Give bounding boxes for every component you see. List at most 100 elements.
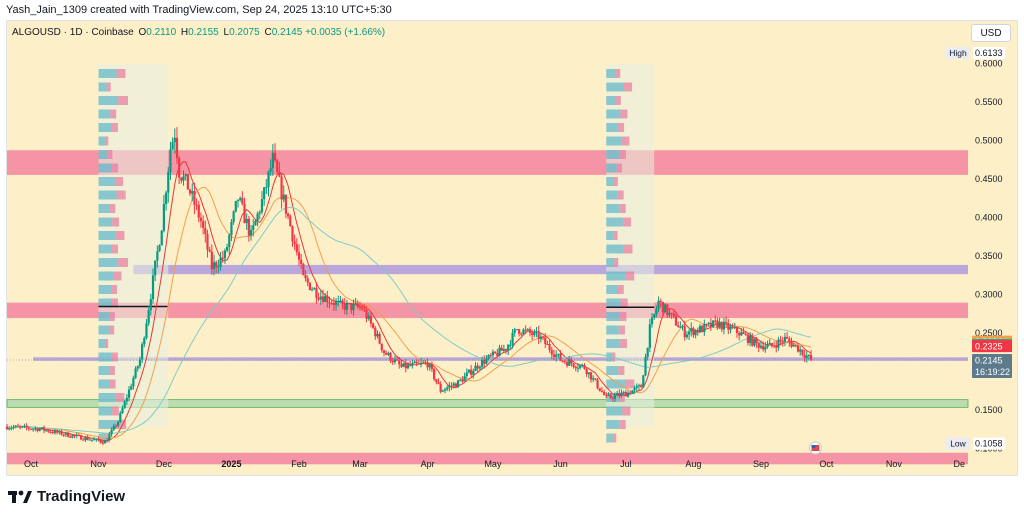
candle-body: [38, 428, 41, 431]
candle-body: [422, 362, 425, 364]
x-tick-label: Nov: [886, 459, 903, 469]
candle-body: [539, 336, 542, 339]
candle-body: [308, 282, 312, 290]
candle-body: [230, 222, 233, 236]
candle-body: [402, 363, 405, 367]
volume-profile-bar: [98, 420, 117, 429]
candle-body: [437, 381, 440, 384]
candle-body: [125, 397, 128, 402]
y-tick-label: 0.4000: [975, 213, 1003, 223]
candle-body: [291, 226, 294, 242]
candle-body: [151, 275, 155, 300]
candle-body: [777, 339, 780, 348]
candle-body: [180, 177, 183, 181]
candle-body: [186, 174, 189, 190]
volume-profile-bar: [114, 177, 124, 186]
candle-body: [358, 306, 362, 308]
candle-body: [369, 315, 373, 324]
symbol-info[interactable]: ALGOUSD · 1D · Coinbase: [12, 27, 134, 38]
candle-body: [646, 347, 649, 358]
candle-body: [204, 227, 207, 235]
candle-body: [640, 385, 643, 388]
candle-body: [561, 360, 564, 362]
candle-body: [548, 344, 551, 350]
candle-body: [738, 332, 741, 336]
candle-body: [206, 234, 209, 250]
candle-body: [411, 363, 414, 366]
zone-resistance-1: [133, 264, 969, 275]
volume-profile-bar: [612, 433, 617, 443]
candle-body: [271, 152, 274, 169]
candle-body: [254, 220, 257, 226]
symbol-legend: ALGOUSD · 1D · Coinbase O0.2110 H0.2155 …: [12, 27, 385, 38]
candle-body: [252, 225, 255, 230]
change-value: +0.0035 (+1.66%): [305, 27, 386, 38]
candle-body: [219, 257, 222, 267]
candle-body: [494, 351, 497, 354]
volume-profile-bar: [98, 109, 111, 119]
moving-average-line: [6, 186, 812, 440]
candle-body: [232, 211, 235, 223]
candle-body: [260, 199, 264, 213]
price-label-box: [973, 47, 1005, 60]
candle-body: [212, 262, 216, 270]
price-label-box: [972, 340, 1012, 353]
candle-body: [27, 427, 30, 429]
volume-profile-bar: [118, 258, 129, 267]
candle-body: [171, 142, 174, 150]
candle-body: [380, 343, 383, 351]
candle-body: [653, 314, 656, 318]
volume-profile-bar: [105, 136, 109, 146]
volume-profile-bar: [619, 420, 626, 429]
brand-name: TradingView: [37, 488, 126, 505]
open-label: O: [138, 27, 147, 38]
candle-body: [552, 354, 556, 357]
volume-profile-bar: [113, 271, 122, 281]
candle-body: [319, 296, 322, 300]
candle-body: [324, 296, 327, 303]
candle-body: [766, 344, 769, 347]
candle-body: [568, 359, 571, 366]
low-label: L: [223, 27, 230, 38]
candle-body: [156, 251, 159, 261]
candle-body: [683, 326, 686, 338]
candle-body: [376, 333, 379, 337]
candle-body: [90, 439, 94, 441]
candle-body: [487, 355, 490, 359]
volume-profile-bar: [606, 177, 615, 186]
candle-body: [58, 431, 61, 433]
candle-body: [51, 432, 54, 434]
candle-body: [141, 344, 144, 360]
x-tick-label: Oct: [24, 459, 39, 469]
candle-body: [108, 434, 111, 441]
volume-profile-bar: [606, 231, 614, 240]
currency-button[interactable]: USD: [971, 24, 1011, 42]
volume-profile-bar: [624, 379, 635, 389]
candle-body: [480, 359, 484, 367]
candle-body: [40, 427, 43, 429]
candle-body: [332, 303, 335, 306]
candle-body: [563, 361, 566, 363]
candle-body: [29, 428, 33, 430]
candle-body: [650, 317, 654, 325]
candle-body: [330, 302, 333, 304]
volume-profile-bar: [98, 312, 110, 321]
tradingview-logo[interactable]: TradingView: [8, 488, 125, 505]
volume-profile-bar: [619, 150, 626, 159]
candle-body: [513, 329, 516, 333]
zone-resistance-2: [7, 302, 968, 319]
candle-body: [528, 329, 532, 334]
candle-body: [607, 394, 610, 396]
candle-body: [609, 394, 612, 398]
candle-body: [644, 357, 647, 376]
candle-body: [748, 335, 752, 343]
candle-body: [138, 359, 142, 367]
candle-body: [293, 241, 296, 245]
time-axis: Oct Nov Dec 2025 Feb Mar Apr May Jun Jul Aug Sep Oct…: [24, 459, 965, 469]
candle-body: [491, 351, 495, 356]
candle-body: [23, 425, 26, 427]
candle-body: [450, 385, 453, 387]
price-axis: 0.6000 0.5500 0.5000 0.4500 0.4000 0.3500 0.30…: [975, 59, 1003, 454]
candle-body: [801, 349, 804, 355]
